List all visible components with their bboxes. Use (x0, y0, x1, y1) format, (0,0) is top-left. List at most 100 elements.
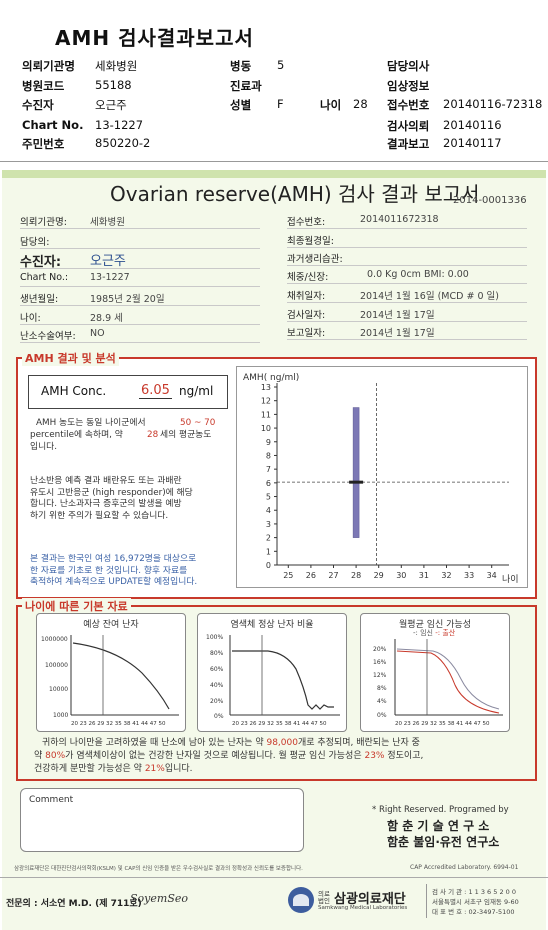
y-tick-label: 4% (377, 698, 387, 705)
info-value: 2014년 1월 17일 (360, 310, 435, 321)
contact-phone: 대 표 번 호 : 02-3497-5100 (432, 908, 515, 916)
x-tick-label: 33 (464, 571, 474, 580)
legend-birth: -: 출산 (435, 629, 456, 637)
ovarian-response-text: 난소반응 예측 결과 배란유도 또는 과배란 유도시 고반응군 (high re… (30, 476, 230, 522)
foundation-prefix: 의료 법인 (318, 890, 330, 905)
contact-lab-id: 검 사 기 관 : 1 1 3 6 5 2 0 0 (432, 888, 516, 896)
y-tick-label: 12% (373, 672, 387, 679)
y-tick-label: 13 (261, 383, 271, 392)
mini-chart-title: 염색체 정상 난자 비율 (230, 620, 314, 630)
info-value: 2014년 1월 17일 (360, 328, 435, 339)
remaining-eggs-svg: 1000000 100000 10000 1000 20 23 26 29 32… (41, 635, 179, 727)
x-tick-label: 34 (487, 571, 497, 580)
pregnancy-curve (396, 648, 500, 710)
contact-address: 서울특별시 서초구 임재동 9-60 (432, 898, 519, 906)
text-fragment: 정도이고, (387, 751, 424, 761)
accreditation-note: 삼광의료재단은 대한진단검사의학회(KSLM) 및 CAP의 신임 인증을 받은… (14, 866, 303, 872)
y-tick-label: 60% (210, 666, 224, 673)
pregnancy-chance-chart: 월평균 임신 가능성 -: 임신 -: 출산 20% 16% 12% 8% 4%… (360, 613, 510, 732)
header-label: 검사의뢰 (387, 119, 430, 133)
y-tick-label: 1000 (53, 712, 68, 719)
y-tick-label: 10 (261, 424, 271, 433)
header-divider (0, 161, 548, 162)
birth-curve (396, 650, 500, 714)
x-tick-label: 27 (328, 571, 338, 580)
y-tick-label: 80% (210, 650, 224, 657)
header-value: 20140116-72318 (443, 97, 543, 111)
info-label: 채취일자: (287, 291, 326, 302)
info-value: 세화병원 (90, 217, 125, 228)
normal-chromosome-svg: 100% 80% 60% 40% 20% 0% 20 23 26 29 32 3… (206, 634, 340, 727)
header-label: 임상정보 (387, 79, 430, 93)
text-fragment: 개로 추정되며, 배란되는 난자 중 (297, 738, 420, 748)
info-value: 2014011672318 (360, 214, 439, 225)
text-fragment: 가 염색체이상이 없는 건강한 난자일 것으로 예상됩니다. 월 평균 임신 가… (65, 751, 362, 761)
normal-chromosome-curve (232, 650, 334, 710)
info-label: 최종월경일: (287, 236, 334, 247)
header-value: 20140117 (443, 136, 502, 150)
text-fragment: 건강하게 분만할 가능성은 약 (34, 764, 142, 774)
x-tick-labels: 20 23 26 29 32 35 38 41 44 47 50 (71, 721, 166, 727)
info-value: 2014년 1월 16일 (MCD # 0 일) (360, 291, 499, 302)
y-tick-label: 8 (266, 451, 271, 460)
data-source-note: 본 결과는 한국인 여성 16,972명을 대상으로 한 자료를 기초로 한 것… (30, 554, 235, 589)
amh-conc-value: 6.05 (139, 383, 172, 399)
text-fragment: AMH 농도는 동일 나이군에서 (36, 418, 146, 428)
header-value: 5 (277, 58, 285, 72)
mini-chart-title: 월평균 임신 가능성 (399, 620, 471, 630)
legend-pregnancy: -: 임신 (413, 629, 433, 637)
x-tick-label: 31 (419, 571, 429, 580)
amh-range-bar (352, 407, 360, 538)
text-fragment: 귀하의 나이만을 고려하였을 때 난소에 남아 있는 난자는 약 (42, 738, 264, 748)
y-tick-label: 3 (266, 520, 271, 529)
normal-egg-ratio: 80% (45, 751, 66, 761)
y-tick-label: 0% (377, 712, 387, 719)
header-label: 주민번호 (22, 137, 65, 151)
x-tick-labels: 20 23 26 29 32 35 38 41 44 47 50 (232, 721, 327, 727)
info-value: 1985년 2월 20일 (90, 294, 165, 305)
header-value: 오근주 (95, 98, 127, 112)
x-tick-label: 26 (306, 571, 316, 580)
y-tick-label: 100% (206, 634, 223, 641)
info-value: 0.0 Kg 0cm BMI: 0.00 (367, 269, 469, 280)
info-label: 수진자: (20, 255, 62, 270)
y-tick-label: 16% (373, 659, 387, 666)
comment-label: Comment (29, 795, 74, 805)
y-tick-label: 2 (266, 534, 271, 543)
y-tick-label: 4 (266, 506, 271, 515)
amh-chart: AMH( ng/ml) 나이 0 1 2 3 4 5 6 7 8 9 10 11 12 13 25 26 27 2… (236, 366, 528, 588)
text-line: 하기 위한 주의가 필요할 수 있습니다. (30, 510, 169, 521)
amh-conc-label: AMH Conc. (41, 384, 107, 398)
remaining-eggs-value: 98,000 (266, 738, 298, 748)
birth-chance-value: 21% (144, 764, 165, 774)
y-tick-label: 11 (261, 410, 271, 419)
header-value: 55188 (95, 78, 132, 92)
header-value: 20140116 (443, 118, 502, 132)
amh-concentration-box: AMH Conc. 6.05 ng/ml (28, 375, 228, 409)
y-tick-label: 0 (266, 561, 271, 570)
header-label: 병원코드 (22, 79, 65, 93)
header-label: Chart No. (22, 118, 84, 132)
footer-divider (0, 877, 548, 878)
normal-chromosome-chart: 염색체 정상 난자 비율 100% 80% 60% 40% 20% 0% 20 … (197, 613, 347, 732)
equivalent-age: 28 (147, 430, 159, 440)
institute-name-2: 함춘 불임·유전 연구소 (387, 835, 500, 849)
text-fragment: 입니다. (164, 764, 193, 774)
report-title: Ovarian reserve(AMH) 검사 결과 보고서 (110, 182, 480, 206)
text-fragment: 세의 평균농도 (160, 430, 212, 440)
amh-section-title: AMH 결과 및 분석 (22, 350, 119, 366)
x-axis-label: 나이 (502, 574, 519, 585)
header-label: 결과보고 (387, 137, 430, 151)
info-value: 28.9 세 (90, 313, 123, 324)
document-title: AMH 검사결과보고서 (55, 26, 254, 50)
percentile-range: 50 ~ 70 (180, 418, 216, 428)
report-number: 2014-0001336 (453, 195, 527, 206)
y-tick-label: 100000 (45, 662, 68, 669)
text-line: 본 결과는 한국인 여성 16,972명을 대상으로 (30, 554, 197, 564)
header-label: 의뢰기관명 (22, 59, 75, 73)
y-tick-label: 5 (266, 493, 271, 502)
rights-text: * Right Reserved. Programed by (372, 805, 509, 815)
y-tick-label: 7 (266, 465, 271, 474)
age-section-title: 나이에 따른 기본 자료 (22, 598, 131, 614)
y-tick-label: 6 (266, 479, 271, 488)
